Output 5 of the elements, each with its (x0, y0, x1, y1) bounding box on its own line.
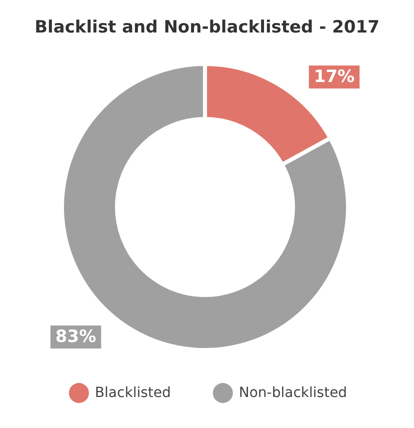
data-label: 17% (314, 67, 355, 88)
legend-label: Non-blacklisted (238, 385, 348, 401)
data-label: 83% (55, 326, 96, 347)
chart-title: Blacklist and Non-blacklisted - 2017 (34, 18, 380, 38)
legend-label: Blacklisted (94, 385, 171, 401)
